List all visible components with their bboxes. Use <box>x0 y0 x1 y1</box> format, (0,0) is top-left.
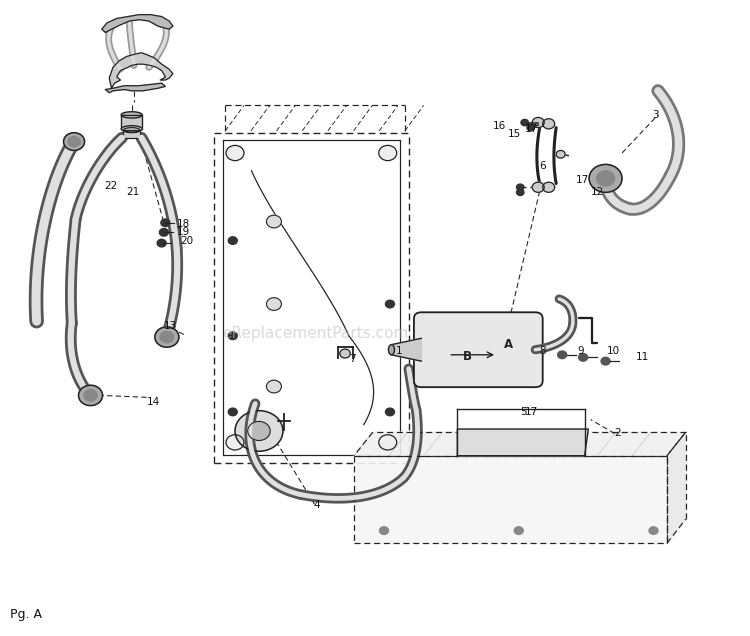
Circle shape <box>521 120 529 126</box>
Circle shape <box>558 351 567 359</box>
Text: 3: 3 <box>652 110 658 120</box>
Circle shape <box>532 118 544 128</box>
Text: 17: 17 <box>525 124 538 134</box>
Circle shape <box>79 385 103 406</box>
Circle shape <box>517 184 524 190</box>
Circle shape <box>589 165 622 192</box>
Polygon shape <box>392 338 422 361</box>
Text: 5: 5 <box>520 407 526 417</box>
Circle shape <box>556 151 566 158</box>
Circle shape <box>379 146 397 161</box>
Polygon shape <box>354 456 667 543</box>
Circle shape <box>578 354 587 361</box>
Text: 10: 10 <box>607 346 620 356</box>
Circle shape <box>64 133 85 151</box>
FancyBboxPatch shape <box>414 312 543 387</box>
Circle shape <box>84 390 98 401</box>
Circle shape <box>266 380 281 393</box>
Circle shape <box>380 527 388 534</box>
Ellipse shape <box>122 112 142 118</box>
Text: 18: 18 <box>176 219 190 229</box>
Polygon shape <box>667 432 686 543</box>
Circle shape <box>543 119 555 129</box>
Circle shape <box>155 327 178 347</box>
Ellipse shape <box>124 128 140 133</box>
Polygon shape <box>102 15 173 32</box>
Circle shape <box>228 237 237 244</box>
Circle shape <box>527 125 535 131</box>
Circle shape <box>543 182 555 192</box>
Text: 8: 8 <box>540 346 546 356</box>
Text: 14: 14 <box>147 397 160 407</box>
Circle shape <box>68 137 80 147</box>
Polygon shape <box>354 432 686 456</box>
Text: 7: 7 <box>349 354 355 364</box>
Bar <box>124 130 140 139</box>
Circle shape <box>226 435 244 450</box>
Circle shape <box>266 298 281 310</box>
Circle shape <box>228 332 237 340</box>
Text: 17: 17 <box>576 175 589 184</box>
Circle shape <box>160 228 169 236</box>
Text: 1: 1 <box>396 346 403 356</box>
Text: A: A <box>504 338 513 351</box>
Circle shape <box>514 527 523 534</box>
Circle shape <box>228 408 237 416</box>
Circle shape <box>226 146 244 161</box>
Ellipse shape <box>388 345 394 355</box>
Text: 22: 22 <box>104 181 117 191</box>
Text: 9: 9 <box>578 346 584 356</box>
Text: 11: 11 <box>635 352 649 363</box>
Circle shape <box>379 435 397 450</box>
Text: 17: 17 <box>525 407 538 417</box>
Text: B: B <box>463 350 472 363</box>
Text: 6: 6 <box>540 161 546 170</box>
Circle shape <box>158 239 166 247</box>
Circle shape <box>235 411 283 452</box>
Text: 12: 12 <box>590 188 604 197</box>
Text: 15: 15 <box>509 129 521 139</box>
Circle shape <box>386 408 394 416</box>
Text: 19: 19 <box>176 227 190 237</box>
Circle shape <box>532 182 544 192</box>
Ellipse shape <box>122 126 142 132</box>
Text: 2: 2 <box>614 429 621 438</box>
Circle shape <box>340 349 350 358</box>
Polygon shape <box>110 53 173 88</box>
Text: 16: 16 <box>494 121 506 132</box>
Circle shape <box>386 300 394 308</box>
Text: 13: 13 <box>164 321 177 331</box>
Circle shape <box>266 215 281 228</box>
Polygon shape <box>458 429 588 456</box>
Text: eReplacementParts.com: eReplacementParts.com <box>222 326 408 342</box>
Text: Pg. A: Pg. A <box>10 609 42 621</box>
Text: 4: 4 <box>314 500 320 510</box>
Circle shape <box>248 422 270 441</box>
Circle shape <box>601 357 610 365</box>
Polygon shape <box>106 83 166 93</box>
Text: 20: 20 <box>180 235 194 245</box>
Circle shape <box>649 527 658 534</box>
Circle shape <box>517 189 524 195</box>
Circle shape <box>161 219 170 226</box>
Circle shape <box>596 171 614 186</box>
Text: 21: 21 <box>127 188 140 197</box>
Bar <box>122 115 142 129</box>
Circle shape <box>160 331 173 343</box>
